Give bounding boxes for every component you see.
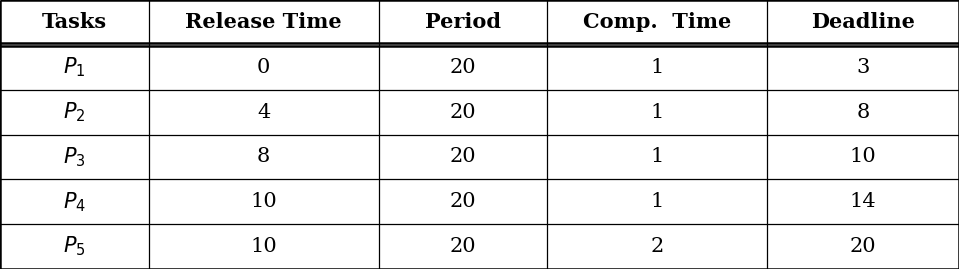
Text: $P_3$: $P_3$ bbox=[63, 145, 85, 169]
Text: Release Time: Release Time bbox=[185, 12, 342, 33]
Text: 3: 3 bbox=[856, 58, 870, 77]
Text: $P_5$: $P_5$ bbox=[63, 235, 85, 259]
Text: Comp.  Time: Comp. Time bbox=[583, 12, 731, 33]
Text: 20: 20 bbox=[450, 192, 476, 211]
Text: 4: 4 bbox=[257, 102, 270, 122]
Text: 2: 2 bbox=[650, 237, 664, 256]
Text: 0: 0 bbox=[257, 58, 270, 77]
Text: Tasks: Tasks bbox=[42, 12, 106, 33]
Text: 20: 20 bbox=[850, 237, 877, 256]
Text: $P_1$: $P_1$ bbox=[63, 55, 85, 79]
Text: 20: 20 bbox=[450, 102, 476, 122]
Text: 20: 20 bbox=[450, 147, 476, 167]
Text: 1: 1 bbox=[650, 147, 664, 167]
Text: Period: Period bbox=[425, 12, 501, 33]
Text: 8: 8 bbox=[257, 147, 270, 167]
Text: 10: 10 bbox=[850, 147, 877, 167]
Text: 20: 20 bbox=[450, 237, 476, 256]
Text: 20: 20 bbox=[450, 58, 476, 77]
Text: 14: 14 bbox=[850, 192, 877, 211]
Text: 1: 1 bbox=[650, 102, 664, 122]
Text: 8: 8 bbox=[856, 102, 870, 122]
Text: Deadline: Deadline bbox=[811, 12, 915, 33]
Text: 1: 1 bbox=[650, 58, 664, 77]
Text: 1: 1 bbox=[650, 192, 664, 211]
Text: $P_2$: $P_2$ bbox=[63, 100, 85, 124]
Text: 10: 10 bbox=[250, 237, 277, 256]
Text: 10: 10 bbox=[250, 192, 277, 211]
Text: $P_4$: $P_4$ bbox=[63, 190, 85, 214]
